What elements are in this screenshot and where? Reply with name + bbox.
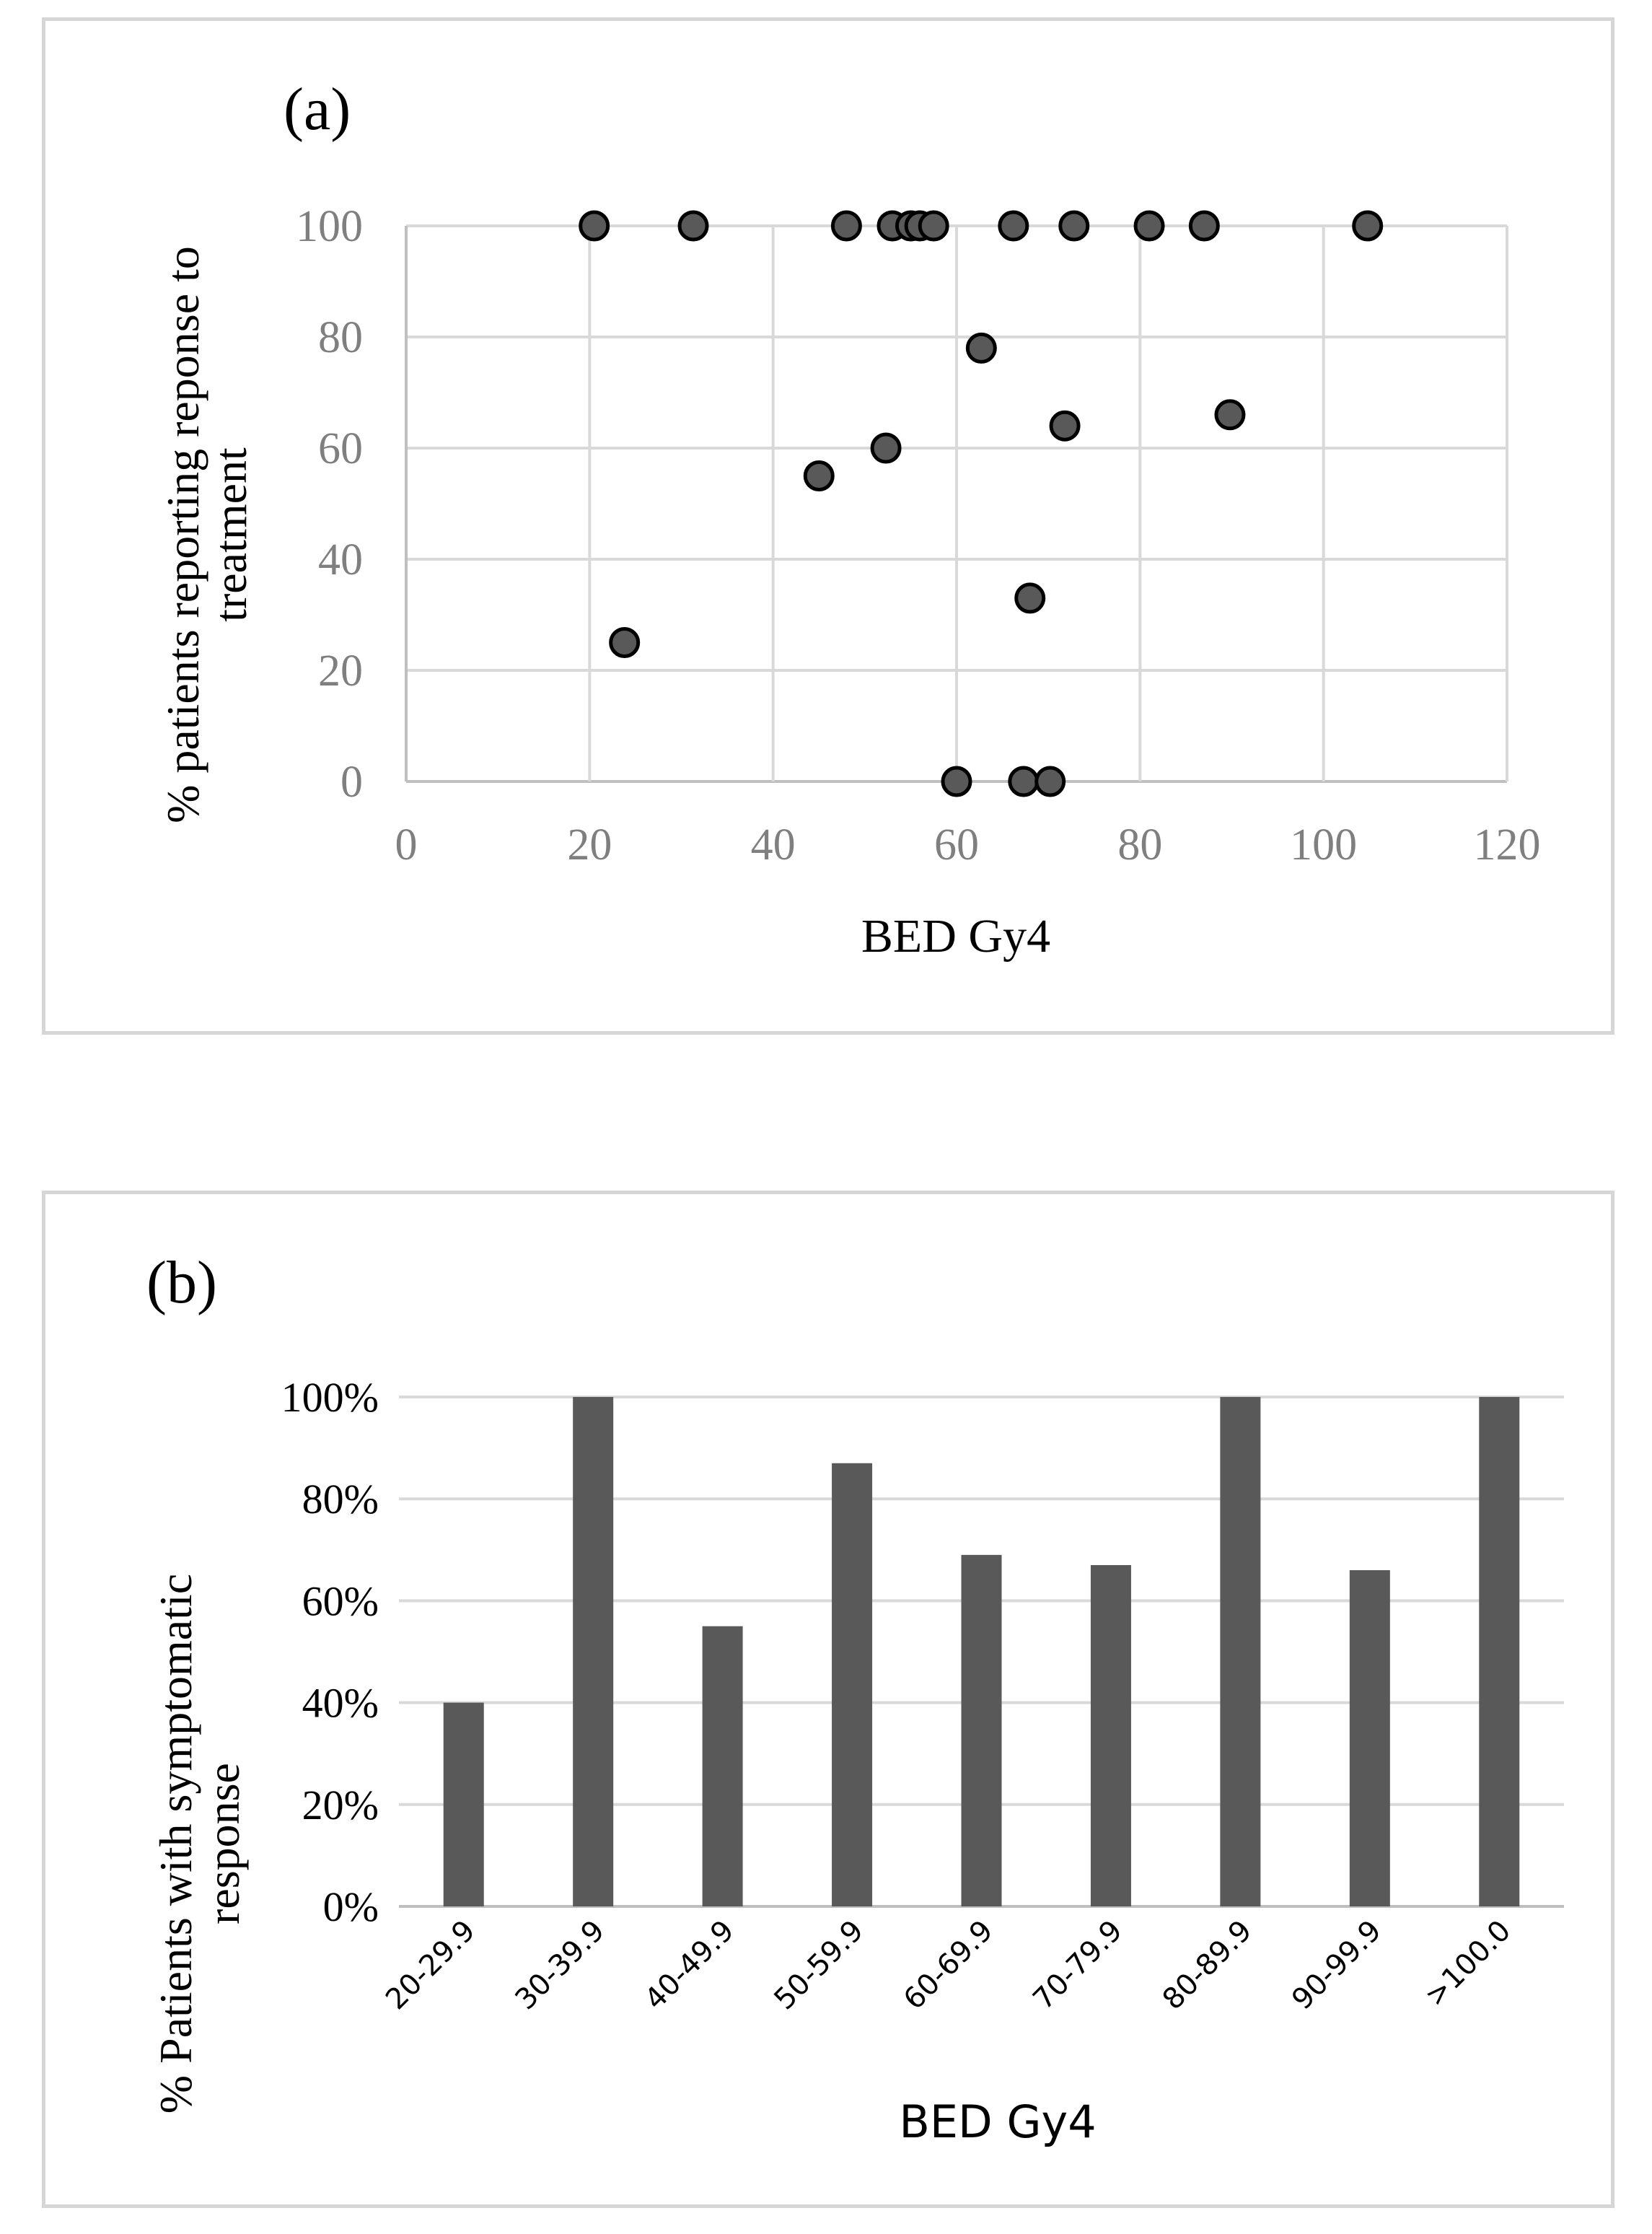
category-label: 50-59.9 [768,1914,870,2017]
panel-label-a: (a) [284,76,351,143]
y-tick-label: 80% [302,1476,379,1523]
data-point [870,432,902,464]
y-tick-label: 100 [296,202,363,251]
scatter-chart: 0 20 40 60 80 100 0 20 40 60 80 100 120 (a) BED Gy4… [157,76,1541,963]
bar [1090,1564,1131,1906]
y-tick-label: 60 [318,424,363,473]
bar-chart: 0% 20% 40% 60% 80% 100% 20-29.9 30-39.9 40-49.9… [146,1249,1564,2148]
y-tick-label: 20% [302,1782,379,1828]
x-tick-label: 120 [1474,820,1541,869]
data-point [998,210,1029,242]
data-point [579,210,610,242]
y-tick-label: 80 [318,313,363,362]
bar [1220,1397,1261,1906]
data-point [1352,210,1384,242]
data-point [609,627,641,658]
panel-label-b: (b) [146,1249,217,1316]
category-label: 20-29.9 [379,1914,482,2017]
data-point [1133,210,1165,242]
y-axis-title-a-line2: treatment [205,447,256,622]
category-label: 30-39.9 [509,1914,612,2017]
bar [832,1463,873,1906]
bar [573,1397,614,1906]
category-label: 90-99.9 [1286,1914,1388,2017]
x-tick-label: 100 [1290,820,1357,869]
data-point [1188,210,1220,242]
x-tick-label: 80 [1117,820,1162,869]
data-point [803,460,835,491]
bar [443,1702,484,1906]
x-tick-label: 40 [751,820,796,869]
y-tick-label: 0% [323,1883,379,1930]
y-tick-label: 60% [302,1577,379,1624]
y-tick-label: 20 [318,647,363,696]
data-point [1034,766,1066,797]
y-axis-title-b-line2: response [198,1763,249,1924]
data-point [918,210,949,242]
data-point [677,210,709,242]
y-tick-label: 0 [340,758,363,807]
bar [961,1554,1002,1906]
x-tick-label: 0 [395,820,418,869]
x-axis-title-b: BED Gy4 [899,2095,1096,2148]
y-tick-label: 40 [318,535,363,584]
scatter-panel: 0 20 40 60 80 100 0 20 40 60 80 100 120 (a) BED Gy4… [42,17,1614,1035]
bar [1479,1397,1520,1906]
data-point [830,210,862,242]
bar-panel: 0% 20% 40% 60% 80% 100% 20-29.9 30-39.9 40-49.9… [42,1191,1614,2208]
x-axis-title-a: BED Gy4 [861,910,1050,963]
category-label: 40-49.9 [638,1914,741,2017]
data-point [941,766,972,797]
data-point [1049,410,1081,442]
data-point [1014,582,1046,614]
data-point [965,332,997,364]
y-tick-label: 100% [281,1374,379,1421]
x-tick-label: 20 [567,820,612,869]
category-label: 60-69.9 [897,1914,1000,2017]
bar [1349,1570,1390,1906]
bar [702,1626,743,1906]
data-point [1214,399,1246,431]
data-point [1058,210,1090,242]
x-tick-label: 60 [934,820,979,869]
data-point [1008,766,1040,797]
y-axis-title-a-line1: % patients reporting reponse to [157,246,208,823]
category-label: 70-79.9 [1027,1914,1129,2017]
y-tick-label: 40% [302,1680,379,1727]
y-axis-title-b-line1: % Patients with symptomatic [150,1574,201,2113]
category-label: 80-89.9 [1156,1914,1259,2017]
category-label: >100.0 [1418,1914,1517,2013]
